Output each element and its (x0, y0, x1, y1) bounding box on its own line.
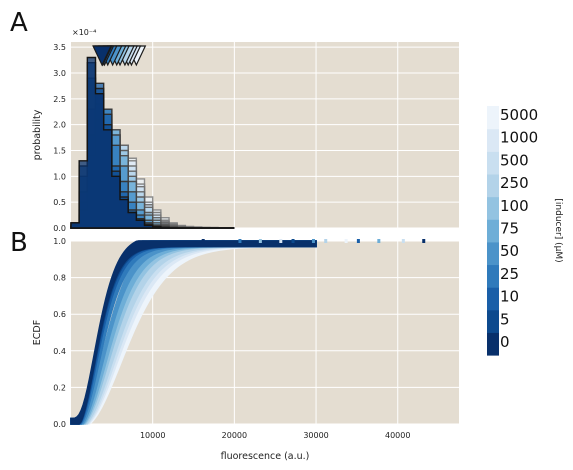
ecdf-y-tick-label: 1.0 (53, 237, 66, 246)
histogram-y-tick-label: 3.5 (53, 43, 66, 52)
ecdf-y-label: ECDF (32, 320, 43, 345)
colorbar-swatch-5 (487, 309, 499, 333)
histogram-y-tick-label: 0.5 (53, 198, 66, 207)
ecdf-series (70, 239, 426, 425)
ecdf-y-tick-label: 0.0 (53, 420, 66, 429)
colorbar-swatches (487, 106, 499, 356)
colorbar-swatch-500 (487, 151, 499, 175)
colorbar-swatch-1000 (487, 128, 499, 152)
colorbar-swatch-0 (487, 332, 499, 356)
colorbar-label: [inducer] (μM) (553, 198, 563, 262)
histogram-y-tick-label: 1.5 (53, 147, 66, 156)
ecdf-tail-point (201, 239, 205, 243)
ecdf-tail-point (377, 239, 381, 243)
histogram-y-tick-label: 2.0 (53, 121, 66, 130)
ecdf-tail-point (238, 239, 242, 243)
ecdf-x-tick-label: 10000 (140, 431, 165, 440)
ecdf-x-tick-label: 40000 (385, 431, 410, 440)
ecdf-tail-point (324, 239, 328, 243)
ecdf-tail-point (344, 239, 348, 243)
colorbar-swatch-75 (487, 219, 499, 243)
colorbar-swatch-50 (487, 241, 499, 266)
mean-markers (92, 45, 147, 67)
histogram-y-tick-label: 1.0 (53, 172, 66, 181)
panel-label-b: B (10, 228, 28, 258)
colorbar-tick-label: 250 (500, 174, 529, 192)
histogram-series-0 (70, 56, 235, 229)
histogram-series (70, 56, 235, 229)
colorbar-tick-label: 50 (500, 242, 519, 260)
y-exponent-label: ×10⁻⁴ (72, 28, 96, 37)
histogram-panel: 0.0 0.5 1.0 1.5 2.0 2.5 3.0 3.5 ×10⁻⁴ probabili… (32, 28, 459, 233)
ecdf-y-tick-label: 0.4 (53, 347, 66, 356)
mean-marker-0 (92, 45, 112, 67)
histogram-y-label: probability (32, 109, 43, 160)
ecdf-tail-point (422, 239, 426, 243)
ecdf-y-ticks: 0.0 0.2 0.4 0.6 0.8 1.0 (53, 237, 66, 429)
colorbar-tick-label: 5000 (500, 106, 538, 124)
colorbar-swatch-25 (487, 264, 499, 288)
colorbar-swatch-100 (487, 196, 499, 220)
colorbar-swatch-10 (487, 287, 499, 311)
histogram-y-tick-label: 3.0 (53, 69, 66, 78)
ecdf-tail-point (258, 239, 262, 243)
ecdf-band-0 (70, 240, 317, 425)
colorbar-tick-label: 10 (500, 288, 519, 306)
ecdf-y-tick-label: 0.2 (53, 383, 66, 392)
colorbar-swatch-250 (487, 173, 499, 198)
histogram-y-ticks: 0.0 0.5 1.0 1.5 2.0 2.5 3.0 3.5 (53, 43, 66, 233)
ecdf-panel: 0.00.20.40.60.81.0 10000 20000 30000 40000 … (32, 237, 459, 462)
ecdf-x-tick-label: 20000 (222, 431, 247, 440)
histogram-y-tick-label: 0.0 (53, 224, 66, 233)
ecdf-x-ticks: 10000 20000 30000 40000 (140, 431, 411, 440)
ecdf-y-tick-label: 0.8 (53, 274, 66, 283)
colorbar-tick-label: 100 (500, 197, 529, 215)
colorbar-tick-label: 1000 (500, 129, 538, 147)
ecdf-tail-point (401, 239, 405, 243)
ecdf-tail-point (291, 239, 295, 243)
ecdf-x-tick-label: 30000 (303, 431, 328, 440)
panel-label-a: A (10, 8, 28, 38)
ecdf-x-label: fluorescence (a.u.) (221, 451, 310, 462)
colorbar-tick-label: 5 (500, 310, 510, 328)
colorbar-tick-label: 25 (500, 265, 519, 283)
ecdf-tail-point (279, 239, 283, 243)
colorbar-tick-label: 0 (500, 333, 510, 351)
colorbar-tick-label: 500 (500, 151, 529, 169)
ecdf-y-tick-label: 0.6 (53, 310, 66, 319)
ecdf-tail-point (356, 239, 360, 243)
histogram-grid (71, 42, 459, 229)
colorbar-swatch-5000 (487, 106, 499, 130)
histogram-y-tick-label: 2.5 (53, 95, 66, 104)
colorbar-tick-label: 75 (500, 220, 519, 238)
ecdf-tail-point (311, 239, 315, 243)
